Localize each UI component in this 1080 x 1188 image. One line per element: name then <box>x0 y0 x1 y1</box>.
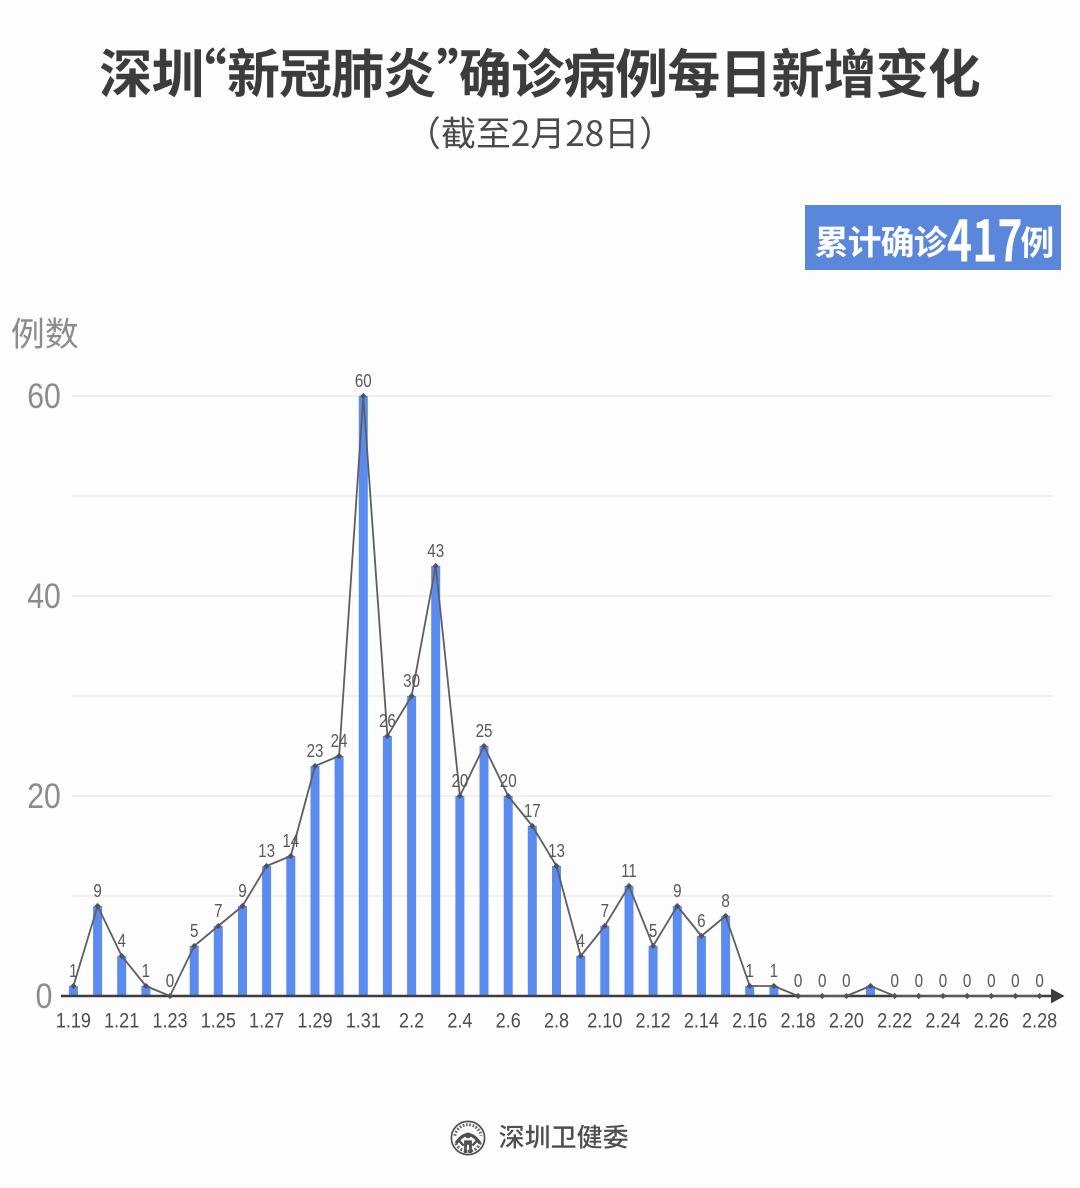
svg-text:2.28: 2.28 <box>1022 1009 1057 1033</box>
svg-text:2.8: 2.8 <box>544 1009 569 1033</box>
svg-text:0: 0 <box>794 971 802 992</box>
svg-text:13: 13 <box>548 841 565 862</box>
svg-text:1.29: 1.29 <box>297 1009 332 1033</box>
svg-text:9: 9 <box>238 881 246 902</box>
svg-text:23: 23 <box>307 741 324 762</box>
svg-text:13: 13 <box>258 841 275 862</box>
svg-text:6: 6 <box>697 911 705 932</box>
svg-text:0: 0 <box>915 971 923 992</box>
svg-text:2.18: 2.18 <box>781 1009 816 1033</box>
svg-text:11: 11 <box>621 861 637 882</box>
svg-text:26: 26 <box>379 711 396 732</box>
svg-text:2.24: 2.24 <box>925 1009 960 1033</box>
svg-text:1.21: 1.21 <box>104 1009 139 1033</box>
svg-text:20: 20 <box>451 771 468 792</box>
svg-text:2.2: 2.2 <box>399 1009 424 1033</box>
svg-text:1.23: 1.23 <box>152 1009 187 1033</box>
svg-text:4: 4 <box>117 931 125 952</box>
svg-text:1.25: 1.25 <box>201 1009 236 1033</box>
svg-text:1.19: 1.19 <box>56 1009 91 1033</box>
svg-text:1.31: 1.31 <box>346 1009 381 1033</box>
svg-text:43: 43 <box>427 541 444 562</box>
svg-text:7: 7 <box>601 901 609 922</box>
svg-text:2.4: 2.4 <box>447 1009 472 1033</box>
svg-text:0: 0 <box>36 976 53 1016</box>
svg-text:8: 8 <box>721 891 729 912</box>
svg-text:0: 0 <box>939 971 947 992</box>
svg-text:60: 60 <box>355 371 372 392</box>
svg-text:0: 0 <box>842 971 850 992</box>
svg-text:2.10: 2.10 <box>587 1009 622 1033</box>
svg-text:5: 5 <box>649 921 657 942</box>
svg-text:1.27: 1.27 <box>249 1009 284 1033</box>
svg-text:14: 14 <box>282 831 299 852</box>
svg-text:0: 0 <box>818 971 826 992</box>
svg-text:60: 60 <box>27 376 61 416</box>
svg-text:1: 1 <box>745 961 753 982</box>
svg-text:2.6: 2.6 <box>496 1009 521 1033</box>
svg-text:17: 17 <box>524 801 541 822</box>
svg-text:4: 4 <box>576 931 584 952</box>
svg-text:9: 9 <box>93 881 101 902</box>
svg-text:2.14: 2.14 <box>684 1009 719 1033</box>
svg-text:0: 0 <box>1011 971 1019 992</box>
svg-text:2.12: 2.12 <box>636 1009 671 1033</box>
svg-text:1: 1 <box>770 961 778 982</box>
svg-text:0: 0 <box>890 971 898 992</box>
svg-text:2.22: 2.22 <box>877 1009 912 1033</box>
svg-text:2.16: 2.16 <box>732 1009 767 1033</box>
svg-text:1: 1 <box>69 961 77 982</box>
svg-text:5: 5 <box>190 921 198 942</box>
svg-text:20: 20 <box>27 776 61 816</box>
svg-text:30: 30 <box>403 671 420 692</box>
svg-text:0: 0 <box>987 971 995 992</box>
svg-text:2.20: 2.20 <box>829 1009 864 1033</box>
svg-text:9: 9 <box>673 881 681 902</box>
svg-text:25: 25 <box>476 721 493 742</box>
svg-text:2.26: 2.26 <box>974 1009 1009 1033</box>
svg-text:20: 20 <box>500 771 517 792</box>
svg-text:40: 40 <box>27 576 61 616</box>
svg-text:0: 0 <box>166 971 174 992</box>
svg-text:0: 0 <box>1035 971 1043 992</box>
svg-text:0: 0 <box>963 971 971 992</box>
svg-text:1: 1 <box>142 961 150 982</box>
svg-text:7: 7 <box>214 901 222 922</box>
svg-text:24: 24 <box>331 731 348 752</box>
